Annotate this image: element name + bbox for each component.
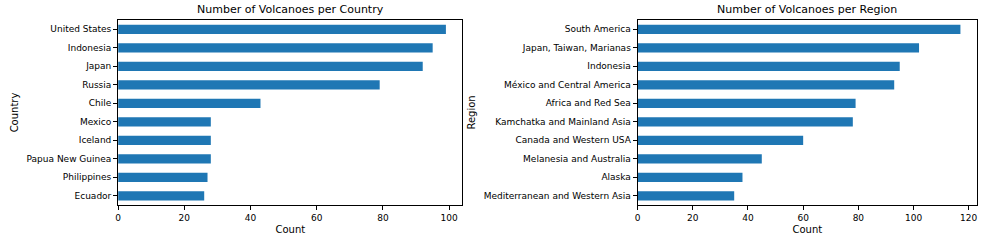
svg-text:Count: Count [792, 224, 822, 235]
svg-text:40: 40 [742, 213, 754, 223]
svg-text:60: 60 [797, 213, 809, 223]
svg-text:100: 100 [905, 213, 922, 223]
svg-text:Mediterranean and Western Asia: Mediterranean and Western Asia [484, 191, 631, 201]
svg-text:80: 80 [853, 213, 865, 223]
svg-text:South America: South America [565, 24, 631, 34]
svg-text:Japan, Taiwan, Marianas: Japan, Taiwan, Marianas [522, 43, 631, 53]
svg-text:Canada and Western USA: Canada and Western USA [516, 135, 632, 145]
svg-text:Indonesia: Indonesia [587, 61, 631, 71]
svg-text:Indonesia: Indonesia [68, 43, 112, 53]
svg-text:Japan: Japan [85, 61, 111, 71]
svg-text:Melanesia and Australia: Melanesia and Australia [523, 154, 631, 164]
svg-text:Iceland: Iceland [79, 135, 112, 145]
svg-text:80: 80 [377, 213, 389, 223]
svg-text:Number of Volcanoes per Countr: Number of Volcanoes per Country [197, 3, 384, 16]
svg-text:Russia: Russia [82, 80, 111, 90]
svg-text:Country: Country [9, 93, 20, 133]
svg-text:United States: United States [50, 24, 111, 34]
svg-text:60: 60 [311, 213, 323, 223]
svg-text:Number of Volcanoes per Region: Number of Volcanoes per Region [717, 3, 897, 16]
svg-text:Philippines: Philippines [63, 172, 112, 182]
svg-text:Count: Count [275, 224, 305, 235]
svg-text:20: 20 [687, 213, 699, 223]
svg-text:Kamchatka and Mainland Asia: Kamchatka and Mainland Asia [495, 117, 631, 127]
svg-text:Ecuador: Ecuador [75, 191, 112, 201]
svg-text:0: 0 [635, 213, 641, 223]
svg-text:Papua New Guinea: Papua New Guinea [27, 154, 112, 164]
svg-text:Africa and Red Sea: Africa and Red Sea [546, 98, 631, 108]
svg-text:120: 120 [960, 213, 977, 223]
svg-text:20: 20 [179, 213, 191, 223]
svg-text:Mexico: Mexico [80, 117, 112, 127]
svg-text:Alaska: Alaska [601, 172, 630, 182]
svg-text:100: 100 [441, 213, 458, 223]
svg-text:Chile: Chile [89, 98, 112, 108]
svg-text:Region: Region [466, 95, 477, 129]
svg-text:0: 0 [115, 213, 121, 223]
svg-text:México and Central America: México and Central America [504, 80, 631, 90]
svg-text:40: 40 [245, 213, 257, 223]
